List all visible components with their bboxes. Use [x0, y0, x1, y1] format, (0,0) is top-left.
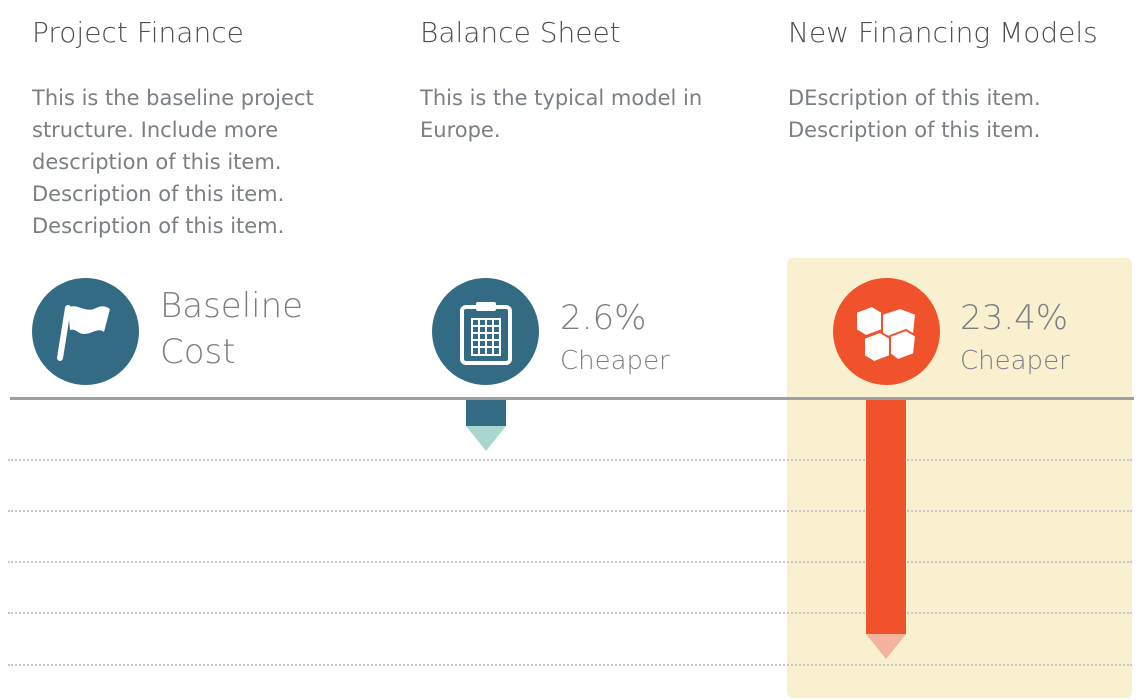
clipboard-icon [432, 278, 539, 385]
column-description: This is the typical model in Europe. [420, 86, 703, 142]
bar-balance-sheet [466, 400, 506, 426]
stat-line-2: Cheaper [960, 346, 1070, 376]
grid-line [8, 561, 1132, 563]
stat-line-1: 2.6% [560, 298, 647, 338]
stat-line-1: 23.4% [960, 298, 1069, 338]
bar-tip-balance-sheet [466, 426, 506, 451]
column-description: This is the baseline project structure. … [32, 86, 314, 238]
baseline-axis [10, 397, 1134, 400]
grid-line [8, 459, 1132, 461]
stat-line-1: Baseline [160, 286, 304, 326]
cubes-icon [833, 278, 940, 385]
flag-icon [32, 278, 139, 385]
grid-line [8, 612, 1132, 614]
column-title: Balance Sheet [420, 16, 621, 49]
column-description: DEscription of this item. Description of… [788, 86, 1041, 142]
column-title: Project Finance [32, 16, 244, 49]
column-title: New Financing Models [788, 16, 1098, 49]
grid-line [8, 510, 1132, 512]
bar-tip-new-financing-models [866, 634, 906, 659]
bar-new-financing-models [866, 400, 906, 634]
grid-line [8, 664, 1132, 666]
stat-line-2: Cost [160, 332, 236, 372]
stat-line-2: Cheaper [560, 346, 670, 376]
